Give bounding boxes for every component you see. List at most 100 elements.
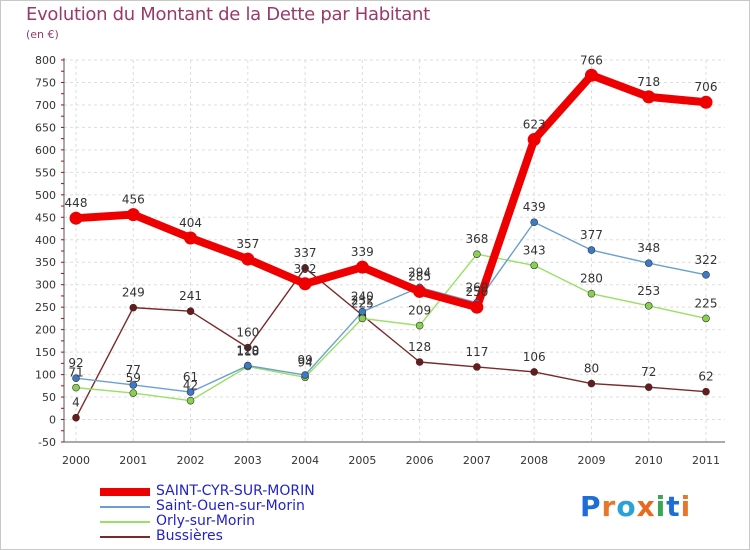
data-label-2: 209 [408, 304, 431, 318]
data-label-0: 448 [65, 196, 88, 210]
x-tick-label: 2006 [406, 454, 434, 467]
data-label-2: 343 [523, 243, 546, 257]
data-label-3: 160 [236, 326, 259, 340]
series-marker-2 [587, 289, 596, 298]
series-marker-0 [699, 95, 713, 109]
series-marker-3 [587, 379, 596, 388]
data-label-1: 77 [126, 363, 141, 377]
data-label-1: 240 [351, 290, 374, 304]
data-label-3: 72 [641, 365, 656, 379]
legend-label-saint-ouen: Saint-Ouen-sur-Morin [156, 498, 305, 514]
data-label-3: 128 [408, 340, 431, 354]
series-marker-0 [470, 300, 484, 314]
series-marker-3 [702, 387, 710, 396]
series-marker-1 [530, 218, 538, 227]
y-tick-label: 350 [35, 256, 56, 269]
data-label-0: 357 [236, 237, 259, 251]
data-label-2: 280 [580, 272, 603, 286]
series-line-3 [75, 267, 707, 419]
data-label-0: 456 [122, 193, 145, 207]
x-tick-label: 2001 [119, 454, 147, 467]
data-label-1: 377 [580, 228, 603, 242]
series-marker-3 [644, 383, 653, 391]
x-tick-label: 2005 [348, 454, 376, 467]
series-marker-1 [186, 388, 195, 396]
series-marker-1 [301, 371, 309, 379]
x-tick-label: 2010 [635, 454, 663, 467]
series-marker-0 [642, 90, 656, 104]
data-label-3: 62 [698, 370, 713, 384]
x-tick-label: 2009 [577, 454, 605, 467]
logo-letter: i [655, 490, 667, 523]
series-marker-2 [72, 383, 80, 392]
series-marker-1 [587, 246, 596, 254]
logo-letter: i [680, 490, 692, 523]
series-marker-0 [126, 208, 140, 222]
logo-letter: r [601, 490, 617, 523]
y-tick-label: 0 [49, 414, 56, 427]
data-label-1: 92 [68, 356, 83, 370]
series-marker-2 [644, 302, 653, 310]
data-label-2: 368 [465, 232, 488, 246]
y-tick-label: -50 [38, 436, 56, 449]
plot-area [64, 60, 725, 442]
legend-swatch-saint-cyr [100, 488, 150, 496]
data-label-3: 117 [465, 345, 488, 359]
y-tick-label: 100 [35, 369, 56, 382]
y-tick-label: 50 [42, 391, 56, 404]
data-label-0: 718 [637, 75, 660, 89]
series-marker-1 [129, 381, 138, 389]
y-tick-label: 150 [35, 346, 56, 359]
y-tick-label: 600 [35, 144, 56, 157]
series-marker-1 [72, 374, 80, 382]
series-marker-3 [244, 343, 252, 352]
logo-letter: P [580, 490, 602, 523]
data-label-3: 80 [584, 362, 599, 376]
legend-swatch-orly [100, 521, 150, 523]
y-tick-label: 400 [35, 234, 56, 247]
series-marker-3 [473, 363, 481, 371]
logo-letter: o [616, 490, 637, 523]
y-tick-label: 550 [35, 166, 56, 179]
series-marker-2 [129, 389, 138, 397]
data-label-1: 260 [465, 281, 488, 295]
series-marker-0 [355, 260, 369, 274]
chart-title: Evolution du Montant de la Dette par Hab… [26, 4, 430, 25]
series-marker-3 [129, 303, 138, 312]
proxiti-logo: Proxiti [580, 490, 691, 523]
data-label-1: 439 [523, 200, 546, 214]
data-label-0: 285 [408, 269, 431, 283]
y-tick-label: 250 [35, 301, 56, 314]
series-marker-2 [702, 314, 710, 323]
series-marker-0 [413, 284, 427, 298]
y-tick-label: 500 [35, 189, 56, 202]
data-label-2: 225 [695, 296, 718, 310]
legend-label-saint-cyr: SAINT-CYR-SUR-MORIN [156, 483, 315, 499]
series-marker-1 [244, 361, 252, 370]
legend-label-orly: Orly-sur-Morin [156, 513, 255, 529]
x-tick-label: 2011 [692, 454, 720, 467]
series-line-0 [72, 71, 710, 312]
series-marker-0 [584, 68, 598, 82]
y-tick-label: 750 [35, 76, 56, 89]
series-marker-0 [527, 133, 541, 147]
data-label-2: 253 [637, 284, 660, 298]
data-label-3: 232 [351, 293, 374, 307]
data-label-0: 623 [523, 118, 546, 132]
data-label-1: 294 [408, 265, 431, 279]
series-marker-3 [186, 307, 195, 316]
data-label-3: 337 [294, 246, 317, 260]
data-label-3: 241 [179, 289, 202, 303]
series-marker-0 [241, 252, 255, 266]
series-marker-2 [186, 396, 195, 405]
data-label-3: 106 [523, 350, 546, 364]
y-tick-label: 800 [35, 54, 56, 67]
data-label-3: 4 [72, 396, 80, 410]
legend-swatch-saint-ouen [100, 506, 150, 508]
data-label-1: 348 [637, 241, 660, 255]
data-label-2: 225 [351, 296, 374, 310]
series-marker-2 [415, 321, 424, 330]
x-tick-label: 2004 [291, 454, 319, 467]
y-tick-label: 300 [35, 279, 56, 292]
